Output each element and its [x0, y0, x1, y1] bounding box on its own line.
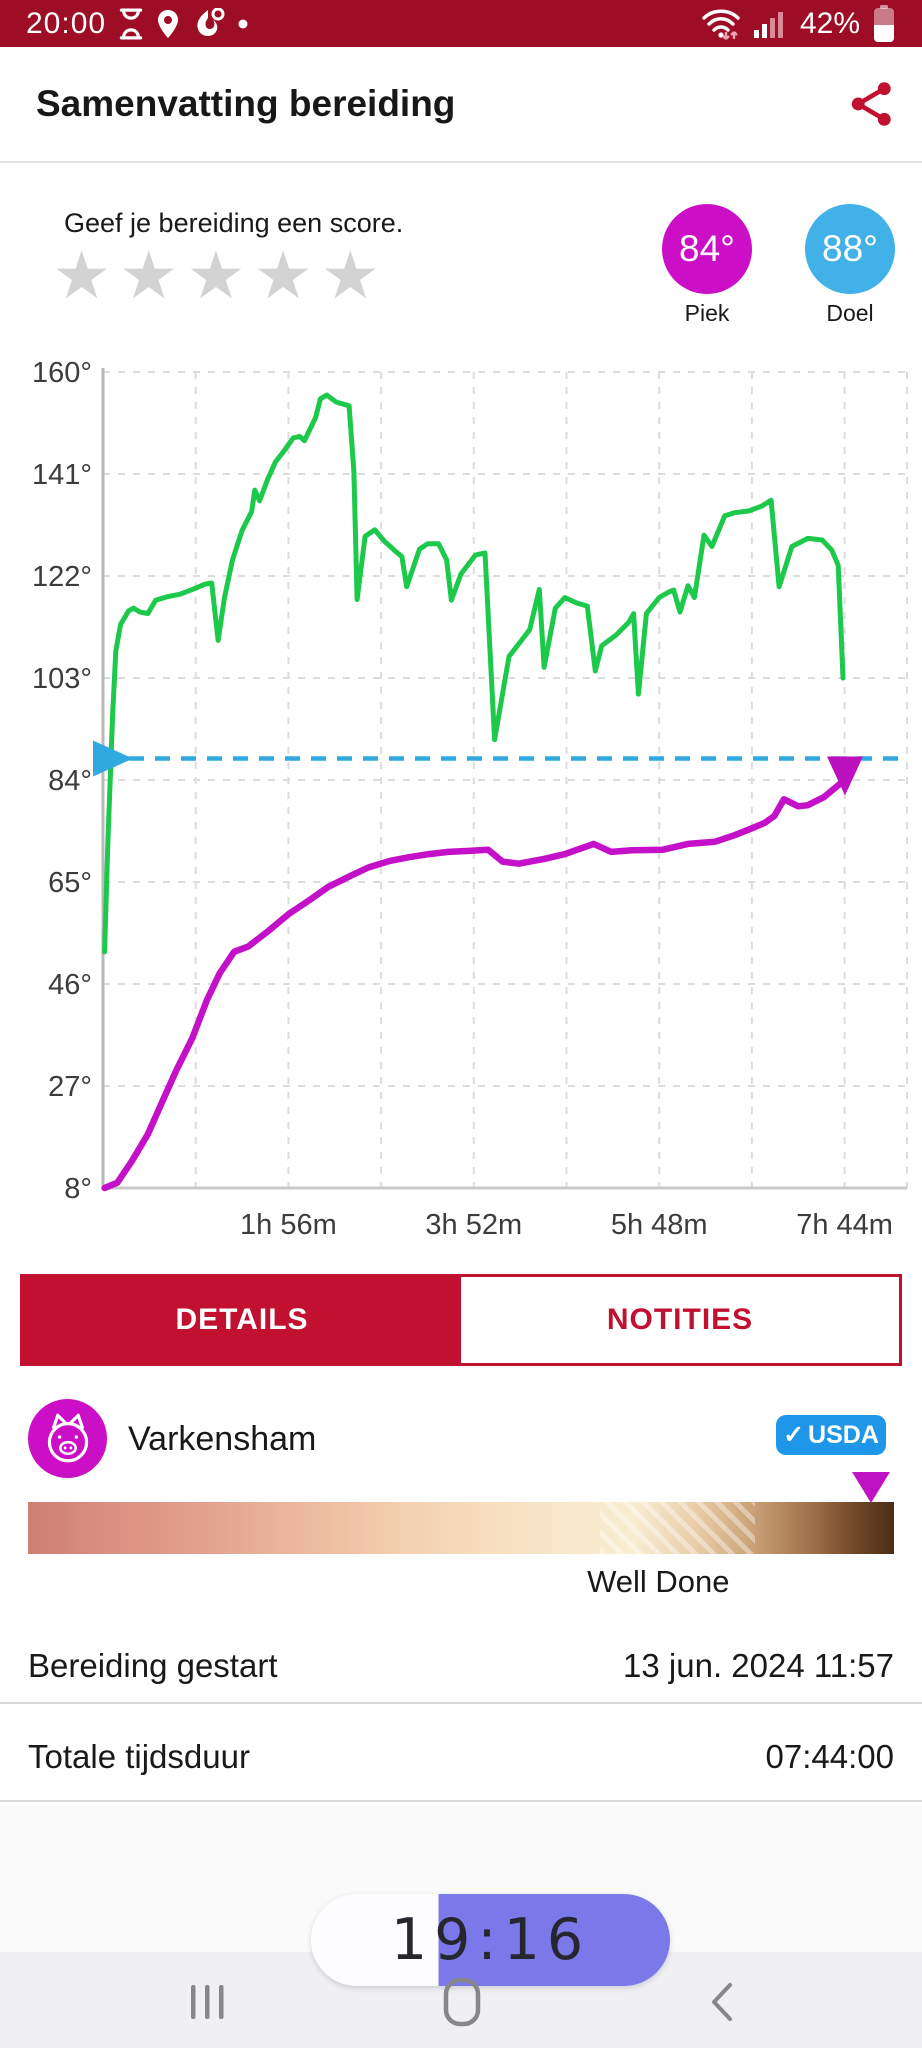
- peak-end-marker: [827, 756, 863, 796]
- peak-temp-value: 84°: [679, 228, 735, 269]
- star-icon[interactable]: ★: [320, 238, 388, 312]
- doneness-gradient-bar: [28, 1502, 894, 1554]
- signal-icon: [753, 9, 788, 39]
- y-tick-label: 65°: [48, 867, 92, 899]
- y-tick-label: 160°: [32, 357, 92, 389]
- home-button[interactable]: [432, 1972, 492, 2032]
- internal-temp-line: [101, 776, 848, 1192]
- target-start-marker: [93, 740, 133, 777]
- star-icon[interactable]: ★: [186, 238, 254, 312]
- location-icon: [156, 9, 180, 39]
- recents-icon: [191, 1985, 224, 2019]
- y-tick-label: 103°: [32, 663, 92, 695]
- y-tick-label: 46°: [48, 969, 92, 1001]
- x-tick-label: 3h 52m: [425, 1209, 522, 1241]
- battery-icon: [872, 4, 896, 43]
- row-value: 07:44:00: [765, 1738, 894, 1775]
- x-tick-label: 1h 56m: [240, 1209, 337, 1241]
- target-temp-badge: 88°: [805, 204, 895, 294]
- meat-name: Varkensham: [128, 1420, 317, 1458]
- screen-timer-pill[interactable]: 19:16: [311, 1894, 670, 1986]
- meat-avatar: [28, 1399, 107, 1478]
- hourglass-icon: [118, 8, 144, 40]
- tab-details[interactable]: DETAILS: [23, 1277, 461, 1363]
- score-prompt: Geef je bereiding een score.: [64, 208, 404, 238]
- star-icon[interactable]: ★: [119, 238, 187, 312]
- check-icon: ✓: [783, 1421, 805, 1449]
- back-icon: [712, 1983, 732, 2021]
- divider: [0, 1702, 922, 1704]
- star-icon[interactable]: ★: [52, 238, 120, 312]
- share-icon: [851, 82, 891, 126]
- usda-badge-label: USDA: [808, 1420, 879, 1449]
- status-bar: 20:00: [0, 0, 922, 47]
- row-value: 13 jun. 2024 11:57: [623, 1647, 894, 1684]
- screen-timer-value: 19:16: [390, 1907, 591, 1973]
- detail-row-duration: Totale tijdsduur 07:44:00: [0, 1738, 922, 1800]
- star-rating[interactable]: ★★★★★: [52, 240, 388, 310]
- x-tick-label: 7h 44m: [796, 1209, 893, 1241]
- y-tick-label: 141°: [32, 459, 92, 491]
- y-tick-label: 122°: [32, 561, 92, 593]
- clock: 20:00: [26, 6, 107, 40]
- row-label: Totale tijdsduur: [28, 1738, 250, 1775]
- tab-notities[interactable]: NOTITIES: [461, 1277, 899, 1363]
- tab-bar: DETAILS NOTITIES: [20, 1274, 902, 1366]
- recents-button[interactable]: [178, 1972, 238, 2032]
- usda-badge[interactable]: ✓ USDA: [776, 1415, 886, 1455]
- y-tick-label: 84°: [48, 765, 92, 797]
- star-icon[interactable]: ★: [253, 238, 321, 312]
- target-temp-label: Doel: [826, 300, 874, 326]
- doneness-marker-icon: [852, 1472, 890, 1503]
- divider: [0, 1800, 922, 1802]
- home-icon: [443, 1977, 481, 2027]
- target-temp-value: 88°: [822, 228, 878, 269]
- battery-percent: 42%: [799, 6, 860, 40]
- share-button[interactable]: [846, 78, 898, 130]
- back-button[interactable]: [692, 1972, 752, 2032]
- temperature-chart: 160° 141° 122° 103° 84° 65° 46° 27° 8° 1h 56m 3h 5…: [32, 357, 908, 1241]
- y-tick-label: 8°: [64, 1173, 92, 1205]
- ambient-temp-line: [102, 392, 846, 955]
- notification-dot: [238, 19, 248, 29]
- doneness-target-zone: [599, 1502, 756, 1554]
- peak-temp-badge: 84°: [662, 204, 752, 294]
- peak-temp-label: Piek: [684, 300, 730, 326]
- detail-row-start: Bereiding gestart 13 jun. 2024 11:57: [0, 1647, 922, 1709]
- x-tick-label: 5h 48m: [611, 1209, 708, 1241]
- pig-icon: [47, 1413, 88, 1462]
- row-label: Bereiding gestart: [28, 1647, 278, 1684]
- app-notification-icon: [192, 7, 226, 40]
- page-title: Samenvatting bereiding: [36, 83, 456, 124]
- app-header: Samenvatting bereiding: [0, 47, 922, 163]
- y-tick-label: 27°: [48, 1071, 92, 1103]
- wifi-icon: [700, 6, 742, 42]
- doneness-label: Well Done: [587, 1564, 730, 1599]
